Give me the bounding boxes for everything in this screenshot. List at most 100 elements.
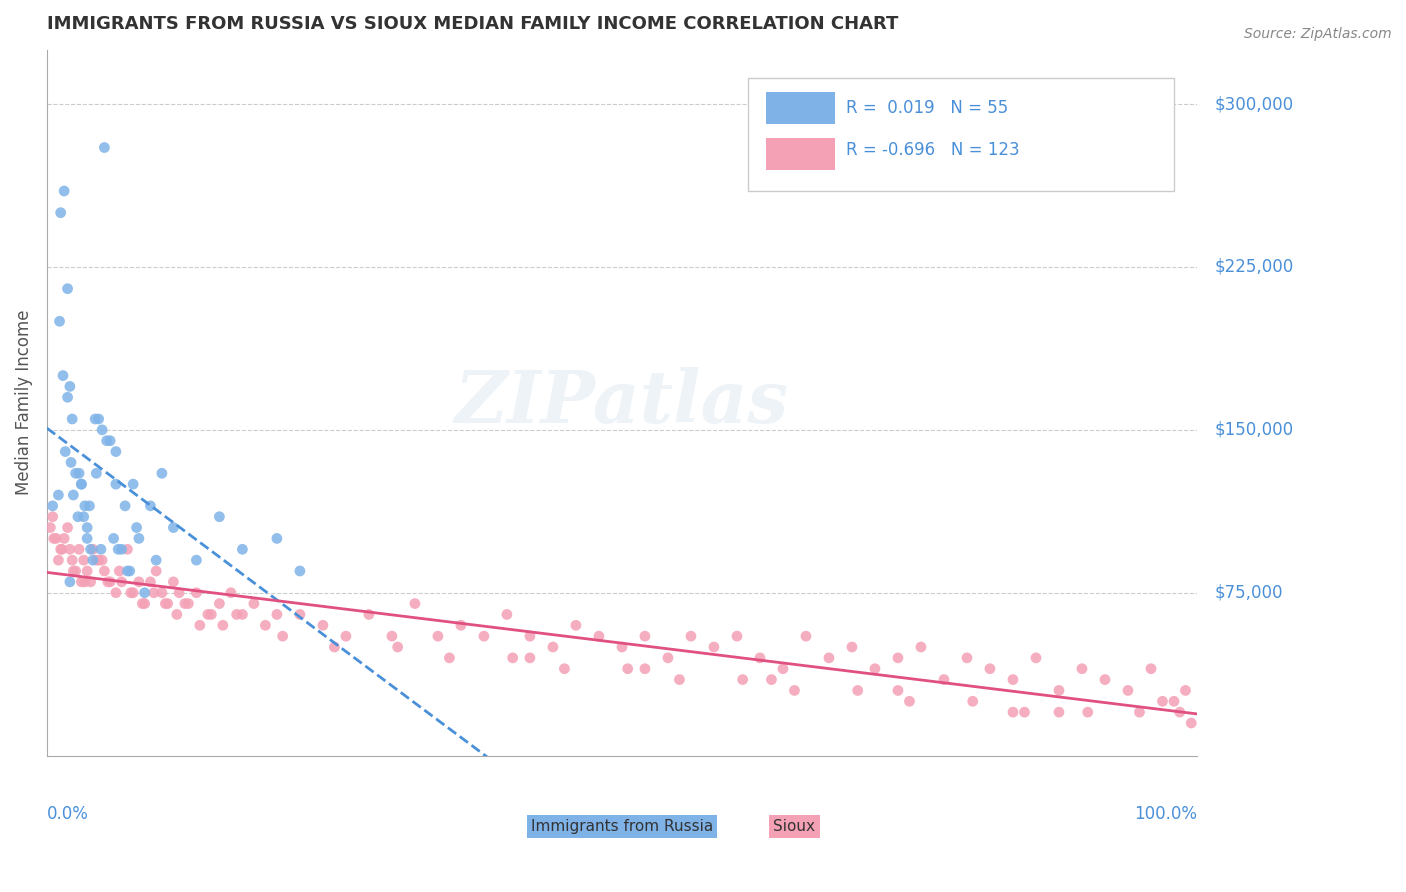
Point [1047,683,1070,698]
Point [212,618,235,632]
Point [62,488,84,502]
Point [225,607,247,622]
Point [42,532,65,546]
Point [39,520,62,534]
Point [53,184,76,198]
Text: $75,000: $75,000 [1215,583,1282,602]
Point [932,673,955,687]
Point [134,585,156,599]
Point [79,499,101,513]
Point [97,574,120,589]
Point [66,509,89,524]
Point [174,597,197,611]
Text: Immigrants from Russia: Immigrants from Russia [531,819,713,834]
Point [98,434,121,448]
Point [496,607,519,622]
Point [60,455,83,469]
Point [111,542,134,557]
Point [553,662,575,676]
Point [725,629,748,643]
Point [122,585,145,599]
Point [1071,662,1094,676]
Point [41,499,63,513]
Point [703,640,725,654]
Point [1094,673,1116,687]
Point [70,574,93,589]
Point [49,205,72,219]
Point [761,673,783,687]
Point [104,477,127,491]
Point [1025,651,1047,665]
Point [52,368,75,383]
Point [114,499,136,513]
Point [541,640,564,654]
Point [90,542,112,557]
Point [131,597,153,611]
Point [167,585,190,599]
FancyBboxPatch shape [766,138,835,169]
Point [73,499,96,513]
Point [177,597,200,611]
Point [107,542,129,557]
Point [450,618,472,632]
Point [200,607,222,622]
Point [73,553,96,567]
Point [41,509,63,524]
Point [519,629,541,643]
Point [125,520,148,534]
Point [111,574,134,589]
Point [657,651,679,665]
Point [93,140,115,154]
Point [91,423,114,437]
Point [887,683,910,698]
Point [84,412,107,426]
Point [357,607,380,622]
Point [76,532,98,546]
Point [266,532,288,546]
Point [783,683,806,698]
Point [59,574,82,589]
Point [93,564,115,578]
Point [65,467,87,481]
Point [166,607,188,622]
Point [104,585,127,599]
Point [117,542,139,557]
Point [134,597,156,611]
Point [87,412,110,426]
Point [76,564,98,578]
Point [65,564,87,578]
Point [73,509,96,524]
Point [1001,673,1024,687]
Point [188,618,211,632]
Point [59,542,82,557]
Point [887,651,910,665]
Point [59,379,82,393]
Point [162,574,184,589]
Point [910,640,932,654]
Point [1168,705,1191,719]
Point [668,673,690,687]
Point [91,553,114,567]
Y-axis label: Median Family Income: Median Family Income [15,310,32,495]
Point [254,618,277,632]
Point [772,662,794,676]
Point [208,597,231,611]
Point [53,532,76,546]
Point [979,662,1001,676]
Text: ZIPatlas: ZIPatlas [456,368,789,438]
Point [79,542,101,557]
Point [142,585,165,599]
Point [634,662,657,676]
FancyBboxPatch shape [748,78,1174,191]
Text: R =  0.019   N = 55: R = 0.019 N = 55 [846,99,1008,117]
Point [67,467,90,481]
Point [1047,705,1070,719]
Point [312,618,335,632]
Point [956,651,979,665]
Point [150,585,173,599]
Point [48,488,70,502]
Point [404,597,426,611]
Point [96,434,118,448]
Point [76,520,98,534]
Point [98,574,121,589]
